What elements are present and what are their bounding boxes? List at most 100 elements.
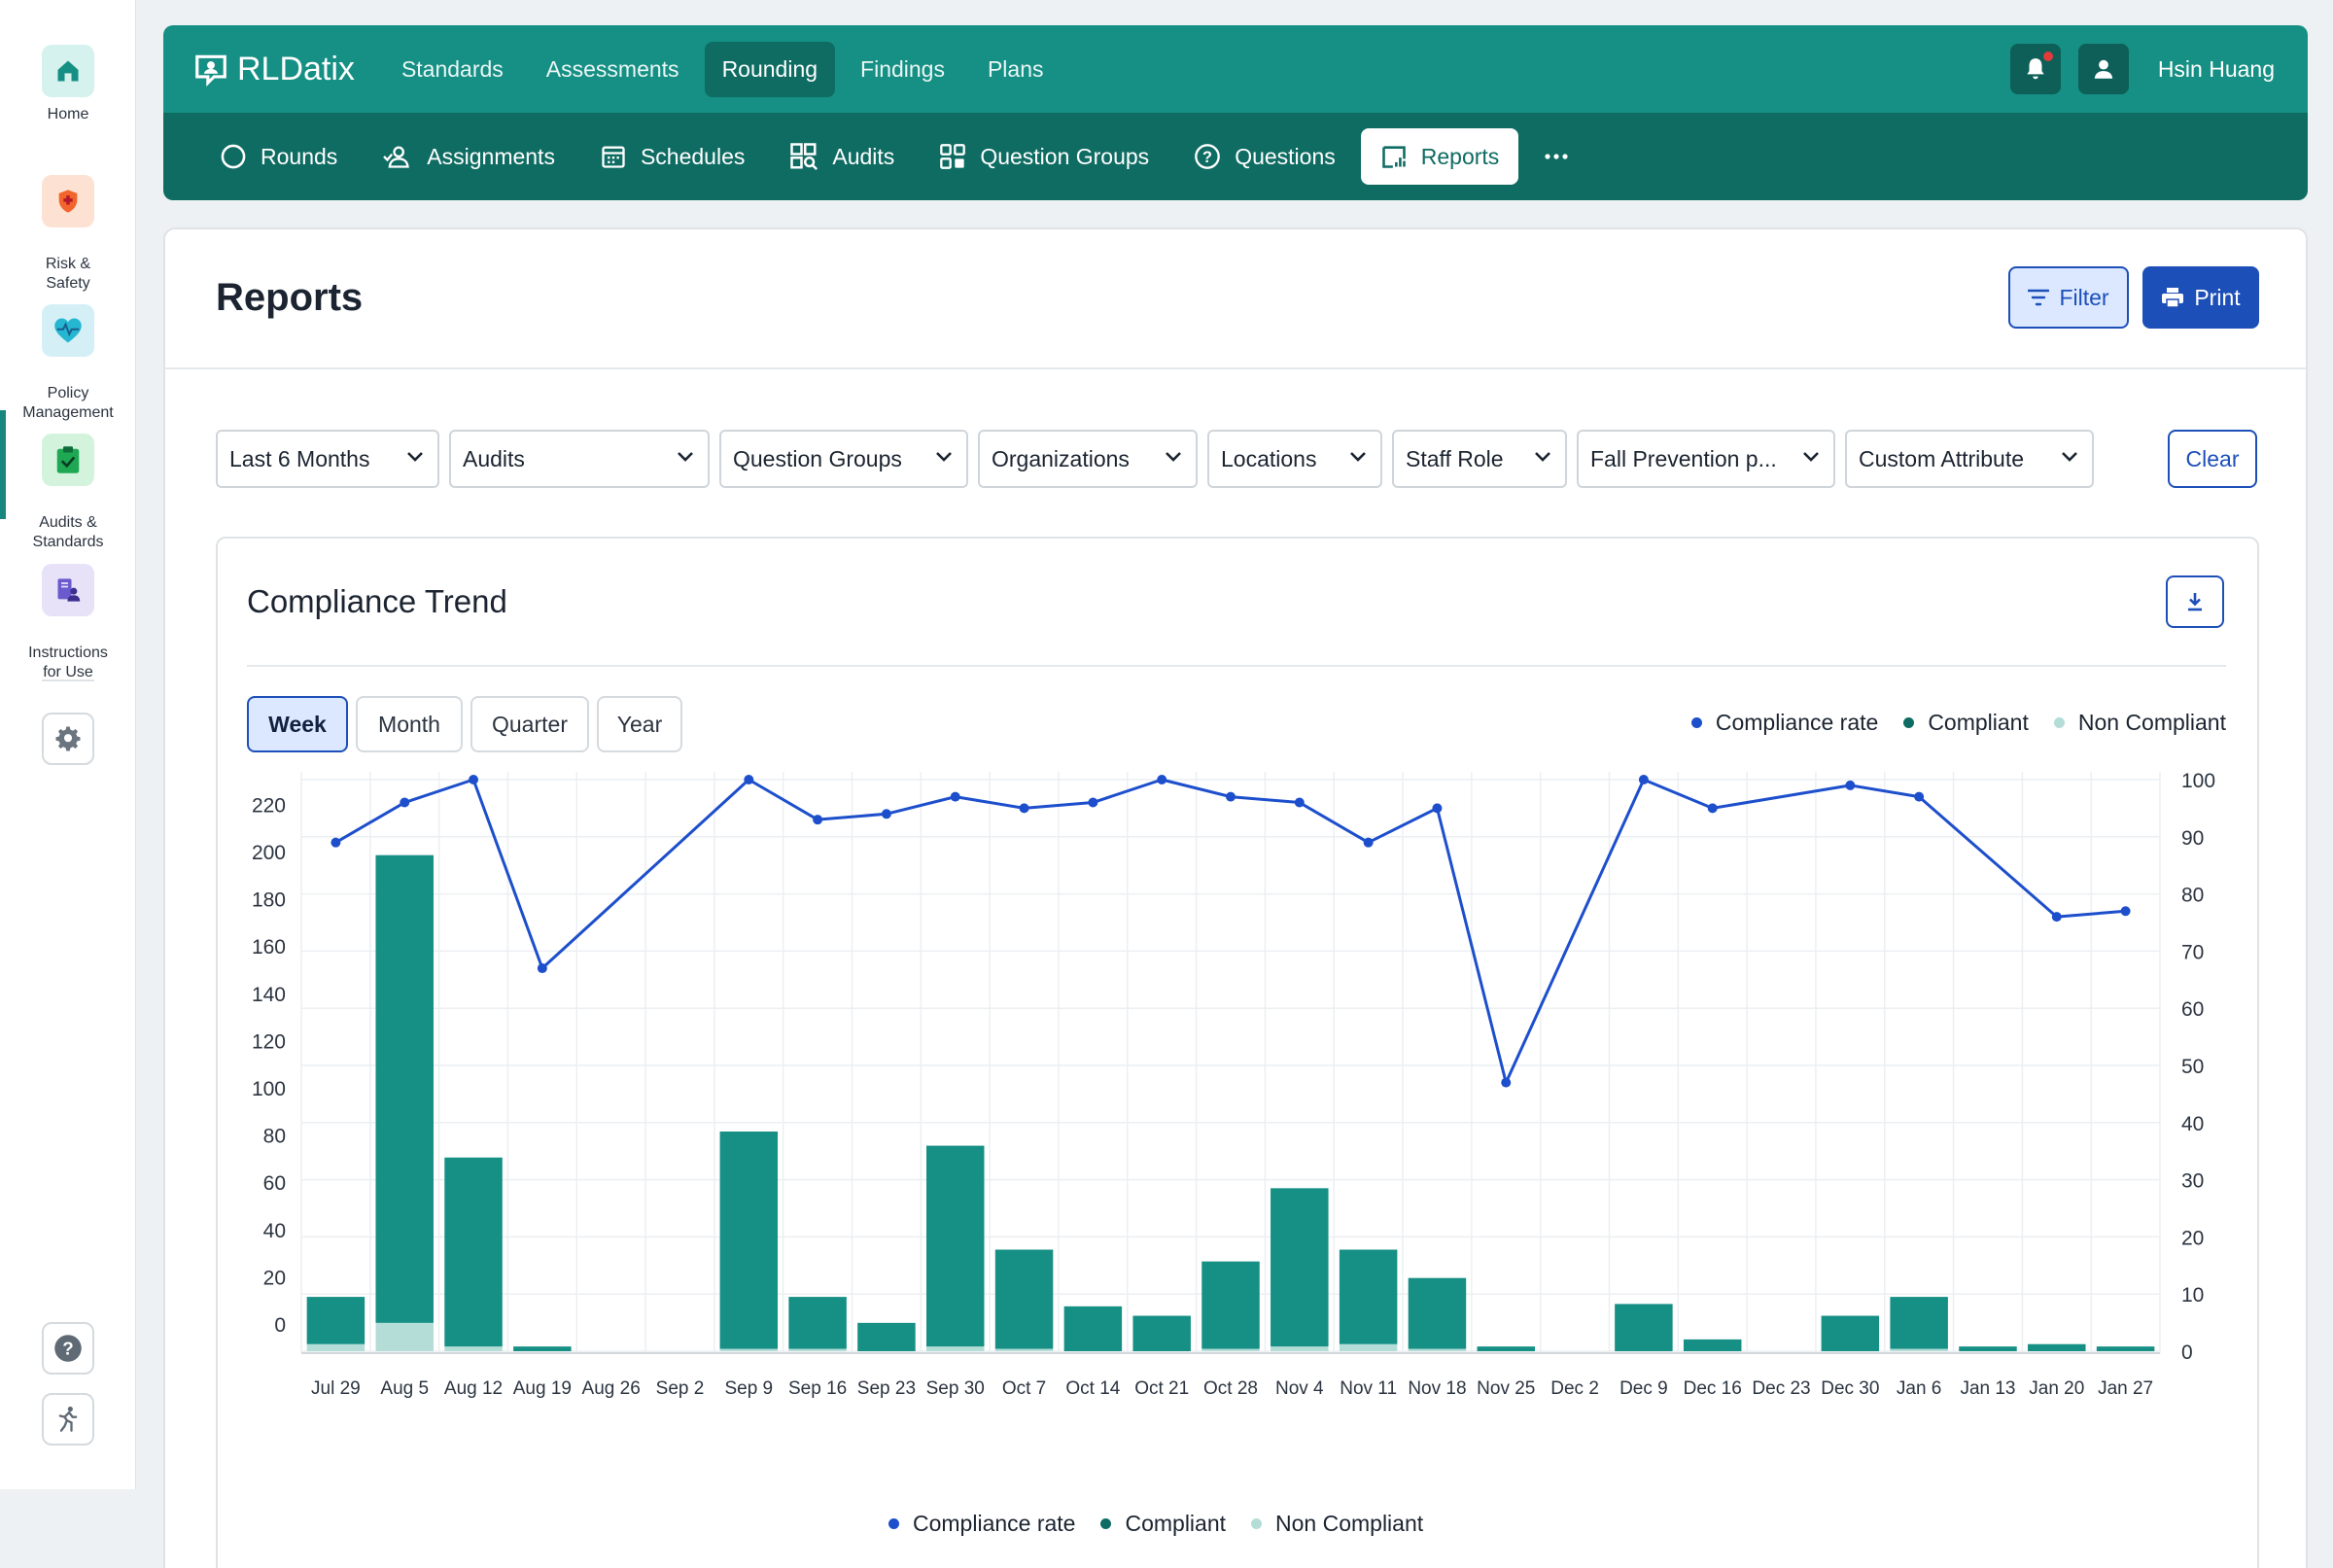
page-title: Reports (216, 276, 364, 319)
y-right-tick-label: 10 (2181, 1284, 2204, 1307)
rail-item-policy-management[interactable]: Policy Management (0, 285, 136, 442)
period-month[interactable]: Month (356, 696, 463, 752)
subnav-questions[interactable]: ? Questions (1174, 128, 1355, 185)
help-button[interactable]: ? (42, 1322, 94, 1375)
subnav-assignments[interactable]: Assignments (363, 128, 575, 185)
nav-plans[interactable]: Plans (987, 55, 1044, 82)
chevron-down-icon (1535, 452, 1550, 462)
rail-item-label: Instructions for Use (28, 645, 108, 680)
subnav-rounds[interactable]: Rounds (200, 128, 357, 185)
rail-item-audits-standards[interactable]: Audits & Standards (0, 410, 136, 572)
x-tick-label: Jan 13 (1960, 1378, 2015, 1399)
printer-icon (2162, 288, 2184, 308)
compliance-rate-point (1432, 803, 1443, 814)
bar-non-compliant (1339, 1343, 1398, 1351)
period-week[interactable]: Week (247, 696, 348, 752)
legend-item-compliant[interactable]: Compliant (1100, 1511, 1226, 1537)
bar-compliant (1615, 1304, 1673, 1351)
legend-item-compliance-rate[interactable]: Compliance rate (1690, 710, 1878, 736)
question-groups-select[interactable]: Question Groups (719, 430, 968, 488)
user-icon (2094, 59, 2113, 79)
clear-filters-button[interactable]: Clear (2168, 430, 2257, 488)
subnav-label: Questions (1235, 143, 1336, 169)
settings-button[interactable] (42, 713, 94, 765)
rail-item-risk-safety[interactable]: Risk & Safety (0, 156, 136, 313)
bar-non-compliant (444, 1346, 503, 1351)
accessibility-button[interactable] (42, 1393, 94, 1446)
download-button[interactable] (2166, 575, 2224, 628)
compliance-trend-chart: 0 20 40 60 80 100 120 140 160 180 200 220 0 10 20 30 40 5… (252, 772, 2215, 1399)
x-tick-label: Sep 2 (656, 1378, 705, 1399)
rail-item-home[interactable]: Home (0, 45, 136, 124)
x-tick-label: Jul 29 (311, 1378, 361, 1399)
legend-item-non-compliant[interactable]: Non Compliant (2053, 710, 2226, 736)
print-button[interactable]: Print (2142, 266, 2259, 329)
question-icon: ? (1195, 144, 1221, 169)
bar-compliant (1339, 1249, 1398, 1344)
secondary-nav: Rounds Assignments Schedules Audits Ques… (163, 113, 2308, 200)
filter-button[interactable]: Filter (2008, 266, 2129, 329)
audits-select[interactable]: Audits (449, 430, 710, 488)
y-left-tick-label: 40 (263, 1220, 286, 1242)
locations-select[interactable]: Locations (1207, 430, 1382, 488)
y-right-tick-label: 40 (2181, 1113, 2204, 1135)
compliance-rate-line-segment (540, 778, 750, 970)
download-icon (2188, 593, 2202, 611)
subnav-label: Question Groups (980, 143, 1150, 169)
bar-compliant (2028, 1343, 2086, 1351)
compliance-rate-line-segment (1643, 778, 1714, 810)
nav-assessments[interactable]: Assessments (545, 55, 679, 82)
period-quarter[interactable]: Quarter (470, 696, 589, 752)
legend-item-non-compliant[interactable]: Non Compliant (1251, 1511, 1423, 1537)
user-avatar-button[interactable] (2077, 44, 2129, 94)
legend-label: Compliant (1125, 1511, 1227, 1536)
circle-icon (221, 144, 246, 169)
compliance-rate-point (1294, 797, 1305, 808)
y-left-tick-label: 120 (252, 1030, 286, 1053)
nav-findings[interactable]: Findings (860, 55, 945, 82)
question-set-select[interactable]: Fall Prevention p... (1577, 430, 1835, 488)
compliance-rate-line-segment (886, 795, 957, 816)
y-left-tick-label: 100 (252, 1078, 286, 1100)
x-tick-label: Jan 27 (2098, 1378, 2153, 1399)
brand-logo[interactable]: RLDatix (192, 51, 355, 88)
dropdown-value: Locations (1221, 445, 1317, 471)
calendar-icon (602, 146, 625, 168)
user-name[interactable]: Hsin Huang (2157, 55, 2275, 82)
subnav-question-groups[interactable]: Question Groups (920, 128, 1168, 185)
organizations-select[interactable]: Organizations (978, 430, 1198, 488)
compliance-rate-line-segment (1024, 801, 1094, 810)
period-year[interactable]: Year (597, 696, 682, 752)
staff-role-select[interactable]: Staff Role (1392, 430, 1567, 488)
notifications-button[interactable] (2009, 44, 2061, 94)
bar-non-compliant (788, 1348, 847, 1351)
compliance-rate-point (1363, 837, 1374, 848)
legend-bottom: Compliance rate Compliant Non Compliant (888, 1511, 1423, 1537)
user-document-icon (42, 564, 94, 616)
legend-item-compliant[interactable]: Compliant (1903, 710, 2029, 736)
legend-label: Compliance rate (913, 1511, 1076, 1536)
x-tick-label: Nov 11 (1340, 1378, 1397, 1399)
subnav-audits[interactable]: Audits (770, 127, 914, 186)
bar-compliant (788, 1297, 847, 1349)
nav-standards[interactable]: Standards (400, 55, 504, 82)
custom-attribute-select[interactable]: Custom Attribute (1845, 430, 2094, 488)
legend-dot (1100, 1518, 1112, 1529)
x-tick-label: Nov 25 (1477, 1378, 1535, 1399)
date-range-select[interactable]: Last 6 Months (216, 430, 439, 488)
rail-item-instructions[interactable]: Instructions for Use (0, 544, 136, 702)
bar-compliant (1959, 1346, 2017, 1351)
compliance-rate-point (813, 815, 823, 825)
subnav-reports[interactable]: Reports (1360, 128, 1519, 185)
x-tick-label: Sep 9 (724, 1378, 773, 1399)
dropdown-value: Organizations (992, 445, 1130, 471)
compliance-rate-line-segment (1712, 784, 1851, 810)
subnav-schedules[interactable]: Schedules (580, 128, 764, 185)
bar-compliant (1271, 1188, 1329, 1347)
legend-item-compliance-rate[interactable]: Compliance rate (888, 1511, 1075, 1537)
nav-rounding[interactable]: Rounding (704, 41, 836, 97)
chart-divider (247, 665, 2226, 667)
subnav-more[interactable] (1524, 138, 1602, 175)
subnav-label: Audits (832, 143, 895, 169)
x-tick-label: Nov 18 (1408, 1378, 1466, 1399)
